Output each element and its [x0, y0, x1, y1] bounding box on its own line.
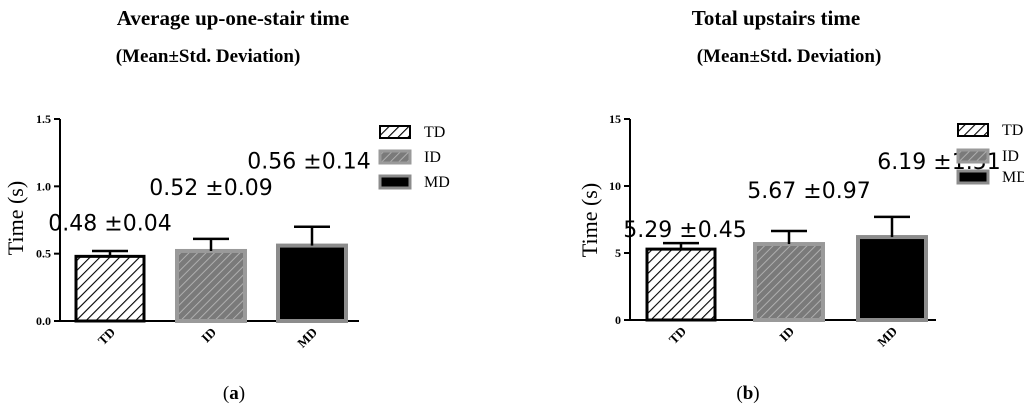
legend-label: ID — [424, 149, 441, 166]
data-label: 0.52 ±0.09 — [149, 176, 272, 201]
bar-td — [645, 247, 717, 322]
chart-panel-a: Average up-one-stair time (Mean±Std. Dev… — [3, 6, 450, 404]
y-tick-label: 10 — [609, 179, 621, 193]
y-axis-label: Time (s) — [3, 181, 28, 255]
y-tick-label: 1.5 — [36, 112, 51, 126]
legend-swatch-md — [956, 169, 990, 185]
legend-label: TD — [1002, 122, 1023, 139]
x-tick-label: MD — [874, 324, 900, 350]
bars — [645, 235, 928, 322]
legend: TD ID MD — [378, 124, 450, 191]
chart-panel-b: Total upstairs time (Mean±Std. Deviation… — [577, 6, 1024, 404]
x-tick-labels: TD ID MD — [666, 324, 900, 350]
x-tick-labels: TD ID MD — [95, 325, 320, 351]
y-ticks: 0 5 10 15 — [609, 112, 630, 327]
legend-swatch-id — [956, 148, 990, 164]
chart-subtitle: (Mean±Std. Deviation) — [697, 46, 882, 67]
x-tick-label: TD — [95, 325, 118, 348]
y-tick-label: 0.5 — [36, 247, 51, 261]
error-bars — [663, 215, 910, 250]
y-ticks: 0.0 0.5 1.0 1.5 — [36, 112, 60, 328]
y-tick-label: 0 — [615, 313, 621, 327]
legend-swatch-id — [378, 149, 412, 165]
chart-subtitle: (Mean±Std. Deviation) — [116, 46, 301, 67]
data-label: 0.48 ±0.04 — [48, 211, 171, 236]
y-tick-label: 15 — [609, 112, 621, 126]
legend-label: MD — [1002, 169, 1024, 186]
panel-label: (b) — [736, 383, 759, 404]
legend-swatch-md — [378, 174, 412, 190]
data-label: 5.29 ±0.45 — [623, 218, 746, 243]
x-tick-label: ID — [776, 324, 797, 345]
data-labels: 0.48 ±0.04 0.52 ±0.090.56 ±0.14 — [48, 150, 370, 237]
bar-id — [175, 248, 247, 323]
legend: TD ID MD — [956, 122, 1024, 186]
error-bars — [92, 225, 330, 257]
legend-label: MD — [424, 174, 450, 191]
x-tick-label: TD — [666, 324, 689, 347]
y-tick-label: 5 — [615, 246, 621, 260]
legend-label: TD — [424, 124, 445, 141]
data-label: 5.67 ±0.97 — [747, 179, 870, 204]
bar-md — [276, 243, 348, 323]
bar-td — [74, 254, 146, 323]
legend-swatch-td — [379, 125, 411, 139]
y-axis-label: Time (s) — [577, 183, 602, 257]
x-tick-label: ID — [198, 325, 219, 346]
x-tick-label: MD — [294, 325, 320, 351]
bars — [74, 243, 348, 323]
y-tick-label: 1.0 — [36, 179, 51, 193]
chart-title: Average up-one-stair time — [117, 6, 350, 30]
bar-id — [753, 242, 825, 322]
panel-label: (a) — [223, 383, 245, 404]
data-labels: 5.29 ±0.455.67 ±0.976.19 ±1.51 — [623, 150, 1000, 243]
legend-swatch-td — [957, 123, 989, 137]
y-tick-label: 0.0 — [36, 314, 51, 328]
data-label: 0.56 ±0.14 — [247, 150, 370, 175]
bar-md — [856, 235, 928, 322]
chart-title: Total upstairs time — [692, 6, 860, 30]
legend-label: ID — [1002, 148, 1019, 165]
